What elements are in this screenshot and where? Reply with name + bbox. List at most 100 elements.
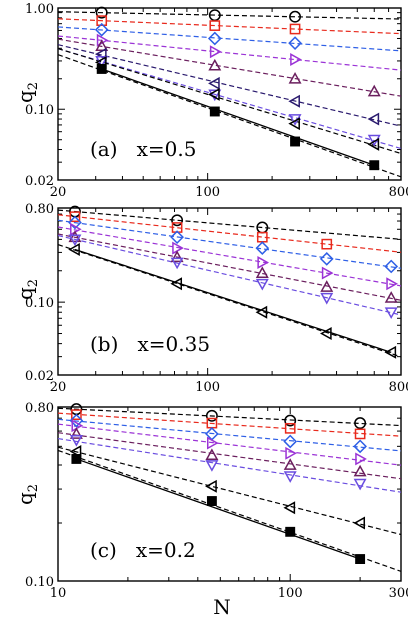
fit-line	[58, 48, 401, 150]
data-point	[205, 460, 219, 472]
fit-line	[58, 219, 401, 269]
fit-line	[58, 407, 401, 427]
fit-line	[58, 44, 401, 127]
data-point	[355, 452, 367, 466]
data-point	[170, 230, 184, 245]
data-point	[288, 117, 300, 131]
data-point	[284, 422, 296, 434]
data-point	[209, 45, 222, 59]
panel-c-y-ticks: 0.10 0.80	[25, 401, 401, 590]
y-tick-label: 0.02	[25, 174, 54, 189]
data-point	[290, 53, 302, 66]
y-tick-label: 0.80	[25, 401, 54, 416]
y-tick-label: 1.00	[25, 2, 54, 17]
data-point	[353, 439, 367, 454]
data-point	[208, 58, 222, 71]
data-point	[71, 409, 82, 421]
panel-b-y-axis-label-sub: 2	[26, 279, 41, 287]
fit-line	[58, 18, 401, 35]
panel-c-y-axis-label-sub: 2	[26, 484, 41, 492]
panel-b: 20 100 800 0.02 0.10 0.80 (b) x=0.35 q2	[13, 202, 408, 395]
x-tick-label: 100	[195, 185, 220, 200]
data-point	[205, 479, 217, 493]
panel-a-y-axis-label-sub: 2	[26, 82, 41, 90]
data-point	[206, 436, 219, 450]
fit-line	[58, 54, 401, 178]
panel-c-x-axis-label: N	[213, 595, 231, 619]
data-point	[69, 434, 83, 447]
data-point	[170, 277, 183, 291]
data-line	[76, 458, 361, 560]
data-point	[96, 15, 108, 26]
data-point	[68, 243, 80, 256]
data-point	[384, 291, 398, 303]
x-tick-label: 300	[389, 586, 408, 601]
data-point	[288, 94, 300, 108]
data-point	[69, 427, 83, 439]
panel-a-label: (a) x=0.5	[90, 137, 196, 161]
panel-b-x-ticks: 20 100 800	[50, 208, 408, 395]
data-point	[71, 453, 82, 464]
data-point	[172, 241, 184, 255]
data-point	[208, 89, 222, 102]
data-point	[353, 516, 366, 530]
data-point	[289, 23, 301, 35]
data-point	[354, 428, 366, 440]
panel-a-y-axis-label-main: q	[13, 90, 37, 103]
data-point	[206, 496, 217, 506]
data-point	[68, 230, 82, 243]
fit-line	[58, 244, 401, 358]
data-point	[369, 160, 380, 171]
fit-line	[58, 38, 401, 97]
fit-line	[58, 26, 401, 52]
data-point	[68, 234, 82, 247]
x-tick-label: 20	[50, 185, 67, 200]
data-point	[208, 76, 220, 90]
panel-c-x-ticks: 10 100 300	[50, 407, 408, 601]
fit-line	[58, 35, 401, 71]
data-point	[384, 259, 399, 274]
data-point	[367, 84, 381, 97]
fit-line	[58, 437, 401, 493]
fit-line	[58, 423, 401, 466]
data-point	[319, 252, 334, 266]
data-point	[95, 6, 108, 19]
panel-a-y-ticks: 0.02 0.10 1.00	[25, 2, 401, 189]
x-tick-label: 100	[195, 380, 220, 395]
fit-line	[58, 432, 401, 480]
panel-b-y-axis-label: q2	[13, 279, 41, 300]
data-point	[354, 417, 367, 430]
data-point	[255, 305, 268, 319]
panel-c-fit-lines	[58, 407, 401, 572]
data-point	[170, 257, 184, 270]
fit-line	[58, 214, 401, 253]
x-tick-label: 100	[278, 586, 303, 601]
data-point	[283, 434, 298, 449]
data-point	[367, 137, 380, 151]
data-point	[386, 277, 398, 291]
panel-a-frame	[57, 7, 402, 181]
fit-line	[58, 412, 401, 437]
y-tick-label: 0.10	[25, 103, 54, 118]
panel-b-markers	[68, 205, 399, 359]
x-tick-label: 20	[50, 380, 67, 395]
y-tick-label: 0.80	[25, 202, 54, 217]
panel-a: 20 100 800 0.02 0.10 1.00 (a) x=0.5 q2	[13, 2, 408, 200]
data-point	[94, 22, 109, 37]
panel-a-fit-lines	[58, 11, 401, 178]
data-point	[285, 446, 297, 460]
data-point	[288, 72, 302, 84]
data-point	[205, 409, 218, 422]
data-point	[257, 256, 270, 269]
panel-a-x-ticks: 20 100 800	[50, 8, 408, 200]
data-point	[283, 471, 297, 483]
data-point	[255, 278, 269, 291]
data-point	[353, 478, 367, 491]
data-point	[171, 214, 184, 227]
panel-c-y-axis-label-main: q	[13, 492, 37, 505]
data-point	[320, 292, 334, 305]
panel-c-y-axis-label: q2	[13, 484, 41, 505]
data-point	[69, 413, 84, 428]
fit-line	[58, 11, 401, 20]
